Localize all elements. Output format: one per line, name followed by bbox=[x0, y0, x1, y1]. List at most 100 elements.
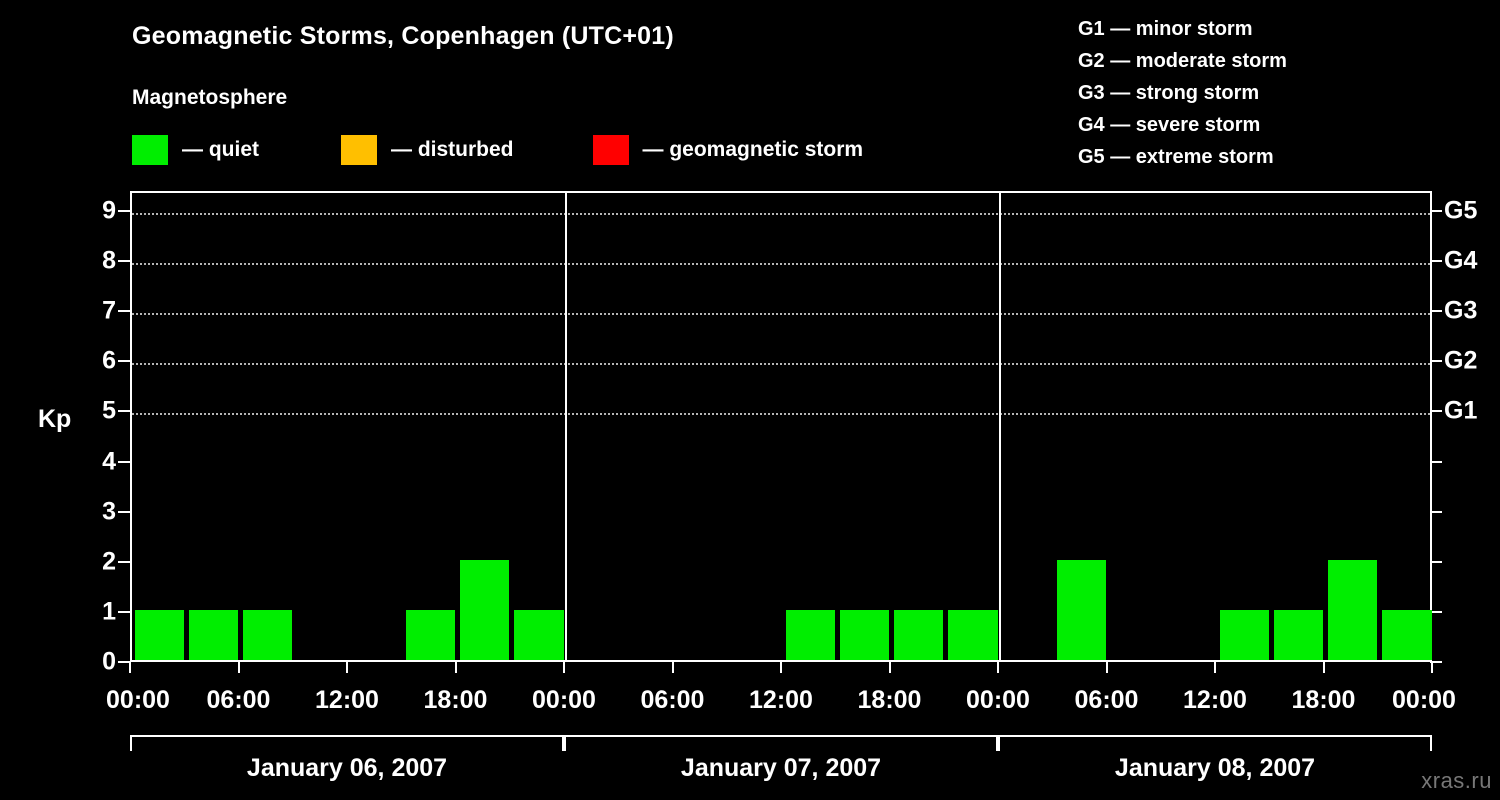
x-tick-mark bbox=[888, 662, 891, 673]
x-tick-mark bbox=[997, 662, 999, 673]
g-axis-label: G1 bbox=[1444, 396, 1478, 425]
legend-item-disturbed: — disturbed bbox=[341, 133, 514, 167]
x-tick-mark bbox=[563, 662, 565, 673]
x-tick-label: 00:00 bbox=[966, 686, 1030, 714]
y-tick-mark bbox=[1430, 661, 1442, 663]
y-tick-label: 7 bbox=[102, 296, 116, 325]
y-tick-mark bbox=[1430, 260, 1442, 263]
x-tick-mark bbox=[1322, 662, 1325, 673]
day-brackets bbox=[130, 735, 1432, 753]
g-scale-item-g3: G3 — strong storm bbox=[1078, 82, 1260, 104]
x-tick-mark bbox=[129, 662, 131, 673]
x-tick-label: 00:00 bbox=[532, 686, 596, 714]
x-tick-mark bbox=[1105, 662, 1108, 673]
bar bbox=[1056, 559, 1106, 660]
y-tick-mark bbox=[118, 510, 130, 513]
x-axis-tick-marks bbox=[129, 662, 1433, 674]
g-scale-item-g1: G1 — minor storm bbox=[1078, 18, 1253, 40]
legend-label-quiet: — quiet bbox=[182, 138, 259, 161]
x-tick-mark bbox=[1431, 662, 1433, 673]
day-label: January 07, 2007 bbox=[680, 754, 882, 782]
g-scale-legend: G1 — minor storm G2 — moderate storm G3 … bbox=[1078, 13, 1287, 173]
bar bbox=[134, 609, 184, 660]
bar bbox=[1219, 609, 1269, 660]
y-tick-label: 6 bbox=[102, 346, 116, 375]
legend-swatch-storm bbox=[592, 135, 629, 165]
y-tick-label: 2 bbox=[102, 547, 116, 576]
bar bbox=[948, 609, 998, 660]
y-tick-mark bbox=[1430, 510, 1442, 513]
legend-item-storm: — geomagnetic storm bbox=[592, 133, 864, 167]
g-scale-item-g4: G4 — severe storm bbox=[1078, 114, 1261, 136]
x-tick-mark bbox=[1214, 662, 1216, 673]
y-axis-tick-marks-right bbox=[1430, 191, 1444, 663]
y-tick-mark bbox=[1430, 360, 1442, 363]
y-axis-tick-marks-left bbox=[118, 191, 132, 663]
bars bbox=[132, 193, 1432, 660]
x-tick-label: 18:00 bbox=[857, 686, 922, 714]
y-axis-title: Kp bbox=[38, 405, 72, 433]
legend-label-storm: — geomagnetic storm bbox=[642, 138, 864, 161]
x-tick-label: 06:00 bbox=[640, 686, 705, 714]
y-tick-mark bbox=[1430, 610, 1442, 613]
day-labels: January 06, 2007 January 07, 2007 January … bbox=[130, 754, 1432, 788]
y-tick-label: 0 bbox=[102, 647, 116, 676]
y-axis-tick-labels: 0 1 2 3 4 5 6 7 8 9 bbox=[60, 191, 116, 674]
day-bracket bbox=[130, 735, 564, 751]
x-tick-mark bbox=[780, 662, 782, 673]
x-tick-mark bbox=[671, 662, 674, 673]
legend-swatch-quiet bbox=[132, 135, 168, 165]
legend-item-quiet: — quiet bbox=[132, 133, 259, 167]
gridline bbox=[132, 213, 1430, 216]
legend: — quiet — disturbed — geomagnetic storm bbox=[132, 133, 863, 167]
gridline bbox=[132, 263, 1430, 266]
y-tick-mark bbox=[118, 410, 130, 413]
legend-label-disturbed: — disturbed bbox=[391, 138, 514, 161]
bar bbox=[514, 609, 564, 660]
x-axis-tick-labels: 00:00 06:00 12:00 18:00 00:00 06:00 12:00 18:00… bbox=[0, 686, 1500, 720]
secondary-y-axis: G1 G2 G3 G4 G5 bbox=[1444, 191, 1500, 662]
bar bbox=[894, 609, 944, 660]
x-tick-label: 12:00 bbox=[315, 686, 379, 714]
bar bbox=[243, 609, 293, 660]
x-tick-mark bbox=[237, 662, 240, 673]
page-title: Geomagnetic Storms, Copenhagen (UTC+01) bbox=[132, 22, 674, 50]
y-tick-mark bbox=[1430, 210, 1442, 213]
day-bracket bbox=[998, 735, 1432, 751]
y-tick-mark bbox=[118, 460, 130, 463]
y-tick-mark bbox=[118, 360, 130, 363]
g-scale-item-g5: G5 — extreme storm bbox=[1078, 146, 1274, 168]
bar bbox=[839, 609, 889, 660]
gridlines bbox=[132, 193, 1430, 660]
bar bbox=[460, 559, 510, 660]
x-tick-mark bbox=[454, 662, 457, 673]
x-tick-label: 06:00 bbox=[206, 686, 271, 714]
y-tick-mark bbox=[118, 560, 130, 563]
y-tick-mark bbox=[1430, 560, 1442, 563]
x-tick-label: 06:00 bbox=[1074, 686, 1139, 714]
bar bbox=[1328, 559, 1378, 660]
gridline bbox=[132, 363, 1430, 366]
day-label: January 06, 2007 bbox=[246, 754, 448, 782]
bar bbox=[405, 609, 455, 660]
g-axis-label: G5 bbox=[1444, 196, 1478, 225]
bar bbox=[1273, 609, 1323, 660]
y-tick-label: 1 bbox=[102, 597, 116, 626]
x-tick-label: 00:00 bbox=[1392, 686, 1456, 714]
y-tick-label: 3 bbox=[102, 497, 116, 526]
y-tick-mark bbox=[1430, 310, 1442, 313]
x-tick-label: 12:00 bbox=[749, 686, 813, 714]
y-tick-label: 8 bbox=[102, 246, 116, 275]
y-tick-label: 9 bbox=[102, 196, 116, 225]
y-tick-mark bbox=[118, 310, 130, 313]
gridline bbox=[132, 313, 1430, 316]
watermark: xras.ru bbox=[1421, 768, 1492, 793]
g-axis-label: G4 bbox=[1444, 246, 1478, 275]
x-tick-label: 18:00 bbox=[1291, 686, 1356, 714]
gridline bbox=[132, 413, 1430, 416]
legend-heading: Magnetosphere bbox=[132, 86, 288, 109]
y-tick-label: 4 bbox=[102, 447, 116, 476]
x-tick-label: 18:00 bbox=[423, 686, 488, 714]
bar bbox=[188, 609, 238, 660]
